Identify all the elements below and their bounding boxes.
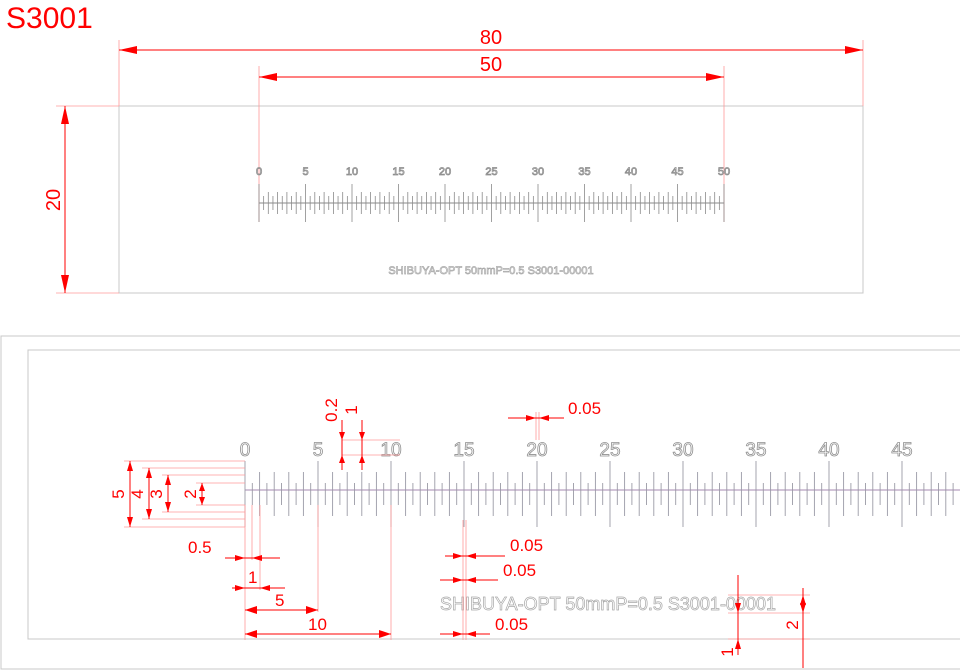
detail-scale-label-15: 15: [453, 440, 474, 461]
dim-pitch-05: 0.5: [188, 538, 212, 557]
arrow-head: [199, 483, 205, 491]
dim-line-width-c: 0.05: [495, 615, 528, 634]
top-scale-label-35: 35: [578, 166, 590, 178]
top-plate-outline: [118, 105, 864, 294]
pitch-dims: 0.5 1 5 10: [188, 505, 392, 640]
arrow-head: [245, 606, 257, 614]
detail-view: 0 5 10 15 20 25 30 35 40 45 SHIBUYA-OPT …: [0, 335, 960, 670]
detail-engraved-marking: SHIBUYA-OPT 50mmP=0.5 S3001-00001: [440, 594, 776, 614]
arrow-head: [199, 497, 205, 505]
arrow-head: [379, 630, 391, 638]
arrow-head: [146, 509, 152, 519]
drawing-title: S3001: [6, 2, 93, 35]
arrow-head: [735, 639, 741, 649]
detail-frame-outer: [0, 335, 960, 670]
detail-scale-label-40: 40: [818, 440, 839, 461]
arrow-head: [245, 630, 257, 638]
detail-scale-label-5: 5: [313, 440, 324, 461]
dim-pitch-1: 1: [248, 568, 257, 587]
arrow-head: [526, 415, 536, 421]
line-width-top-dim: 0.05: [508, 399, 601, 440]
arrow-head: [127, 461, 133, 471]
arrow-head: [61, 275, 69, 293]
dim-scale-length: 50: [480, 54, 502, 76]
arrow-head: [260, 585, 270, 591]
arrow-head: [359, 455, 365, 463]
top-scale-ticks: [258, 184, 725, 222]
dim-plate-height: 20: [43, 189, 65, 211]
arrow-head: [466, 553, 476, 559]
arrow-head: [453, 553, 463, 559]
dim-pitch-10: 10: [308, 615, 327, 634]
dim-line-width-top: 0.05: [568, 399, 601, 418]
arrow-head: [453, 577, 463, 583]
dim-pitch-5: 5: [275, 591, 284, 610]
tick-height-dims: 5 4 3 2: [109, 460, 245, 528]
arrow-head: [235, 555, 245, 561]
top-scale-label-5: 5: [302, 166, 308, 178]
arrow-head: [127, 517, 133, 527]
arrow-head: [706, 73, 724, 81]
dim-text-gap: 1: [718, 647, 737, 656]
dim-tick-3: 3: [147, 489, 166, 498]
arrow-head: [165, 475, 171, 485]
arrow-head: [466, 577, 476, 583]
dim-tick-4: 4: [128, 489, 147, 498]
arrow-head: [800, 603, 806, 613]
arrow-head: [466, 631, 476, 637]
arrow-head: [735, 603, 741, 613]
detail-scale-label-25: 25: [599, 440, 620, 461]
dim-line-width-b: 0.05: [503, 561, 536, 580]
top-view: 80 50 20 0 5 10 15 20 25 30 35 40 45 50 …: [43, 27, 864, 294]
dim-overall-length: 80: [480, 27, 502, 49]
text-position-dims: 1 2: [718, 575, 810, 668]
arrow-head: [306, 606, 318, 614]
top-scale-label-25: 25: [485, 166, 497, 178]
detail-scale-numbers: 0 5 10 15 20 25 30 35 40 45: [239, 440, 913, 462]
top-scale-label-10: 10: [346, 166, 358, 178]
top-scale-label-40: 40: [625, 166, 637, 178]
dim-num-width: 1: [342, 405, 361, 414]
detail-scale-label-30: 30: [672, 440, 693, 461]
detail-scale-ticks: [244, 461, 954, 527]
detail-scale-label-35: 35: [745, 440, 766, 461]
line-width-dims: 0.05 0.05 0.05: [440, 520, 543, 640]
top-engraved-marking: SHIBUYA-OPT 50mmP=0.5 S3001-00001: [388, 265, 593, 277]
dim-line-width-a: 0.05: [510, 536, 543, 555]
arrow-head: [339, 432, 345, 440]
arrow-head: [165, 502, 171, 512]
top-scale-numbers: 0 5 10 15 20 25 30 35 40 45 50: [256, 166, 731, 179]
top-scale-label-20: 20: [439, 166, 451, 178]
dim-text-height: 2: [783, 620, 802, 629]
detail-scale-label-45: 45: [891, 440, 912, 461]
arrow-head: [119, 46, 137, 54]
arrow-head: [252, 555, 262, 561]
top-scale-label-0: 0: [256, 166, 262, 178]
top-scale-label-15: 15: [392, 166, 404, 178]
arrow-head: [146, 468, 152, 478]
dim-num-height: 0.2: [322, 398, 341, 422]
arrow-head: [339, 455, 345, 463]
detail-scale-label-20: 20: [526, 440, 547, 461]
arrow-head: [800, 595, 806, 605]
arrow-head: [259, 73, 277, 81]
arrow-head: [235, 585, 245, 591]
detail-plate-outline: [27, 349, 960, 640]
detail-scale-label-0: 0: [240, 440, 251, 461]
arrow-head: [453, 631, 463, 637]
numeral-size-dims: 0.2 1: [322, 398, 400, 470]
arrow-head: [539, 415, 549, 421]
arrow-head: [359, 432, 365, 440]
arrow-head: [61, 106, 69, 124]
detail-scale-label-10: 10: [380, 440, 401, 461]
top-scale-label-45: 45: [671, 166, 683, 178]
top-scale-label-30: 30: [532, 166, 544, 178]
arrow-head: [845, 46, 863, 54]
dim-tick-5: 5: [109, 489, 128, 498]
top-scale-label-50: 50: [718, 166, 730, 178]
dim-tick-2: 2: [181, 489, 200, 498]
